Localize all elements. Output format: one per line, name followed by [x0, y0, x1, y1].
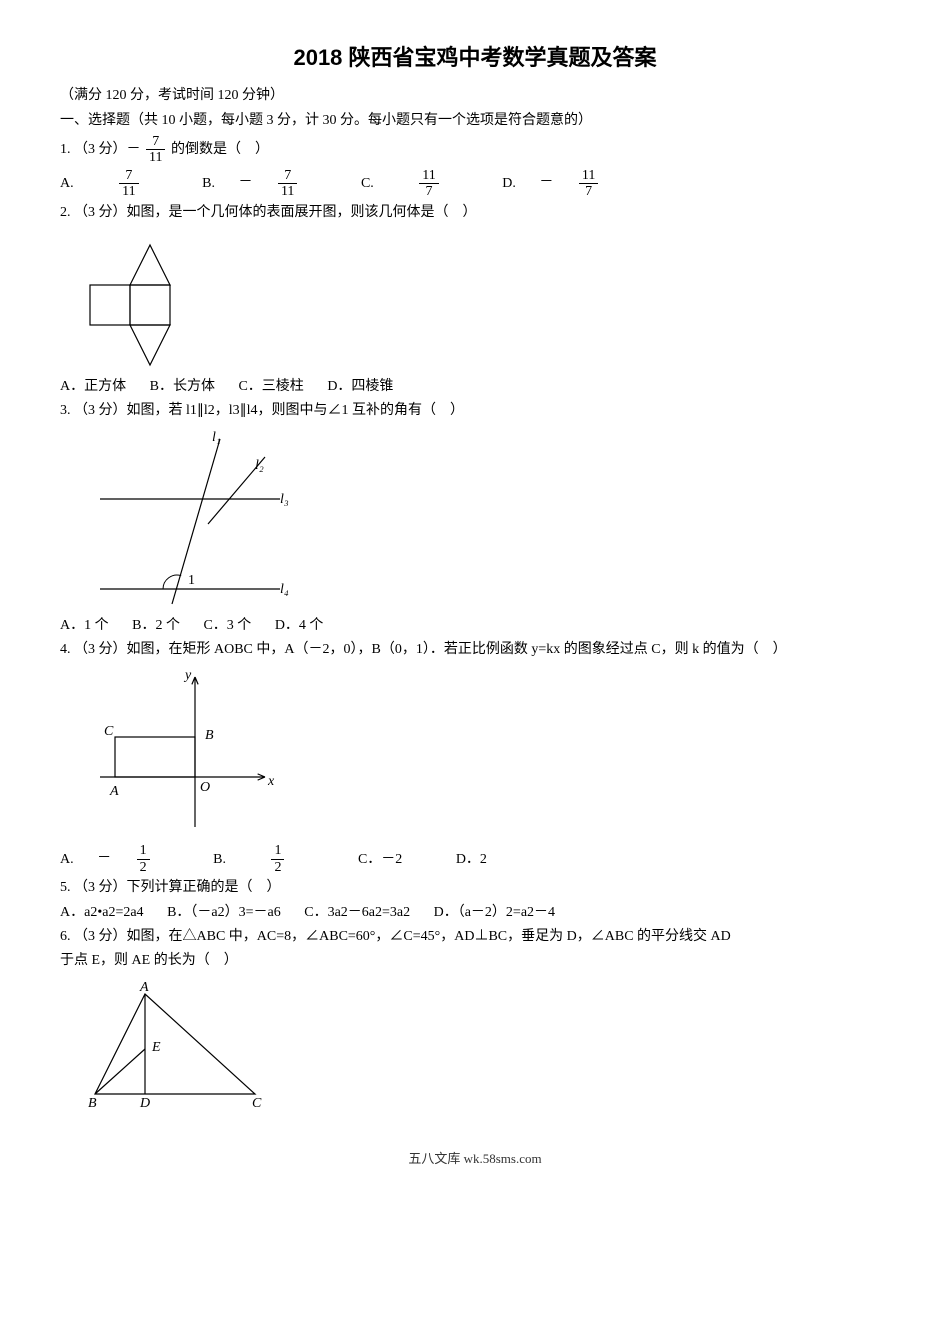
q4-options: A. － 12 B. 12 C．－2 D．2 [60, 843, 890, 875]
svg-text:O: O [200, 780, 210, 795]
svg-text:E: E [151, 1040, 161, 1055]
q4-opt-d: D．2 [456, 852, 487, 867]
q4-opt-a: A. － 12 [60, 852, 193, 867]
svg-text:B: B [205, 728, 214, 743]
q3-figure: l₁ l₂ l₃ l₄ 1 [80, 429, 890, 609]
q2-opt-c: C．三棱柱 [238, 379, 303, 394]
q5-opt-a: A．a2•a2=2a4 [60, 905, 144, 920]
svg-text:l₂: l₂ [255, 458, 264, 473]
page-footer: 五八文库 wk.58sms.com [60, 1149, 890, 1170]
q6-stem-line2: 于点 E，则 AE 的长为（ ） [60, 950, 890, 972]
q4-opt-b: B. 12 [213, 852, 328, 867]
q6-stem-line1: 6. （3 分）如图，在△ABC 中，AC=8，∠ABC=60°，∠C=45°，… [60, 926, 890, 948]
q1-suffix: 的倒数是（ ） [171, 142, 269, 157]
q3-options: A．1 个 B．2 个 C．3 个 D．4 个 [60, 615, 890, 637]
q1-opt-d: D. － 117 [502, 176, 638, 191]
q5-stem: 5. （3 分）下列计算正确的是（ ） [60, 877, 890, 899]
q4-figure: y x O A B C [80, 667, 890, 837]
triangle-diagram: A B D C E [80, 979, 280, 1109]
svg-text:l₄: l₄ [280, 582, 289, 597]
q4-opt-c: C．－2 [358, 852, 402, 867]
lines-diagram: l₁ l₂ l₃ l₄ 1 [80, 429, 290, 609]
svg-text:l₃: l₃ [280, 492, 289, 507]
svg-text:B: B [88, 1096, 97, 1109]
section-heading: 一、选择题（共 10 小题，每小题 3 分，计 30 分。每小题只有一个选项是符… [60, 110, 890, 132]
q5-opt-c: C．3a2－6a2=3a2 [304, 905, 410, 920]
q3-opt-c: C．3 个 [203, 618, 251, 633]
q4-stem: 4. （3 分）如图，在矩形 AOBC 中，A（－2，0），B（0，1）．若正比… [60, 639, 890, 661]
exam-meta: （满分 120 分，考试时间 120 分钟） [60, 85, 890, 107]
svg-text:C: C [104, 724, 114, 739]
coord-diagram: y x O A B C [80, 667, 280, 837]
svg-text:1: 1 [188, 573, 195, 588]
q1-frac: 7 11 [146, 134, 165, 166]
q1-options: A. 711 B. － 711 C. 117 D. － 117 [60, 168, 890, 200]
svg-text:D: D [139, 1096, 150, 1109]
q2-options: A．正方体 B．长方体 C．三棱柱 D．四棱锥 [60, 376, 890, 398]
q3-stem: 3. （3 分）如图，若 l1∥l2，l3∥l4，则图中与∠1 互补的角有（ ） [60, 400, 890, 422]
q5-opt-b: B．（－a2）3=－a6 [167, 905, 281, 920]
svg-text:C: C [252, 1096, 262, 1109]
q2-opt-b: B．长方体 [150, 379, 215, 394]
svg-text:x: x [267, 774, 275, 789]
svg-text:A: A [109, 784, 119, 799]
q2-opt-a: A．正方体 [60, 379, 126, 394]
q2-figure [80, 230, 890, 370]
q6-figure: A B D C E [80, 979, 890, 1109]
q5-opt-d: D．（a－2）2=a2－4 [434, 905, 555, 920]
q3-opt-b: B．2 个 [132, 618, 180, 633]
q3-opt-a: A．1 个 [60, 618, 109, 633]
q2-stem: 2. （3 分）如图，是一个几何体的表面展开图，则该几何体是（ ） [60, 202, 890, 224]
svg-text:y: y [183, 668, 192, 683]
q1-opt-b: B. － 711 [202, 176, 341, 191]
q1-prefix: 1. （3 分）－ [60, 142, 141, 157]
q1-stem: 1. （3 分）－ 7 11 的倒数是（ ） [60, 134, 890, 166]
svg-text:A: A [139, 980, 149, 995]
q1-opt-c: C. 117 [361, 176, 482, 191]
page-title: 2018 陕西省宝鸡中考数学真题及答案 [60, 40, 890, 75]
q3-opt-d: D．4 个 [275, 618, 324, 633]
q2-opt-d: D．四棱锥 [327, 379, 393, 394]
net-diagram [80, 230, 190, 370]
svg-text:l₁: l₁ [212, 430, 221, 445]
q1-opt-a: A. 711 [60, 176, 182, 191]
q5-options: A．a2•a2=2a4 B．（－a2）3=－a6 C．3a2－6a2=3a2 D… [60, 902, 890, 924]
